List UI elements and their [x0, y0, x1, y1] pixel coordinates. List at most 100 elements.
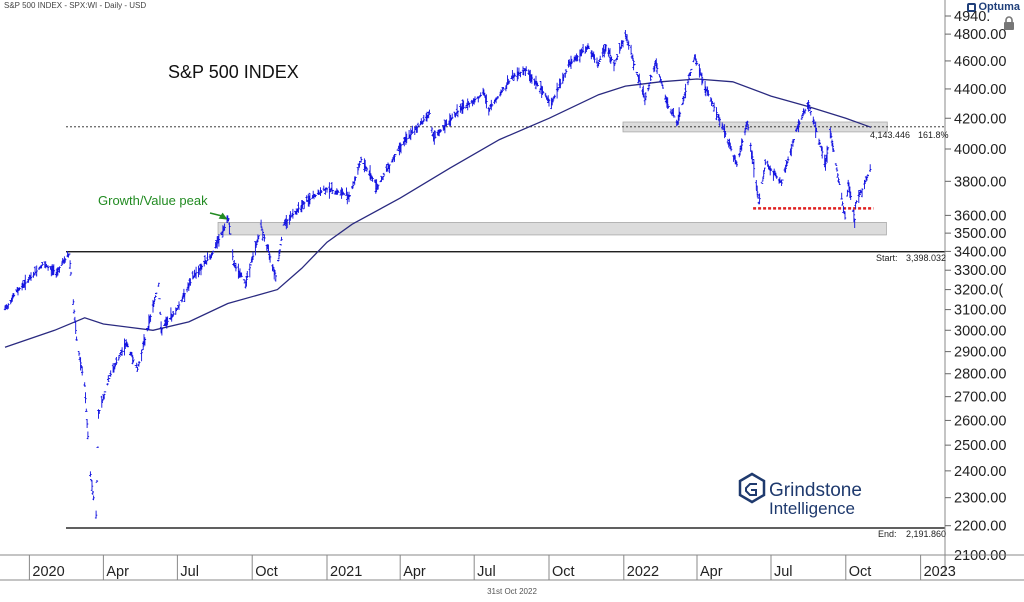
price-bar [216, 237, 219, 249]
price-bar [280, 236, 283, 241]
price-bar [416, 122, 420, 127]
price-bar [667, 106, 670, 109]
y-axis: 4940. 4800.00 4600.00 4400.00 4200.00 4000.00… [944, 0, 1006, 575]
price-bar [536, 82, 539, 87]
price-bar [405, 133, 408, 144]
price-bar [502, 86, 505, 90]
y-tick-label: 4200.00 [954, 111, 1006, 127]
price-bar [711, 101, 714, 105]
price-bar [172, 311, 175, 317]
price-bar [18, 287, 21, 291]
price-bar [830, 132, 833, 139]
x-axis: 2020 Apr Jul Oct 2021 Apr Jul Oct 2022 Apr Jul Oct 2… [0, 554, 1024, 581]
price-bar [559, 78, 562, 89]
price-bar [525, 66, 528, 72]
price-bar [803, 108, 807, 114]
price-bar [655, 63, 659, 74]
price-bar [780, 179, 783, 186]
price-bar [381, 176, 385, 181]
price-bar [89, 471, 92, 477]
price-bar [831, 142, 834, 151]
x-tick-label: Oct [255, 564, 278, 580]
price-bar [227, 218, 230, 222]
price-bar [364, 159, 367, 171]
price-bar [303, 201, 306, 210]
price-bar [790, 143, 793, 157]
price-bar [157, 282, 160, 287]
price-bar [707, 90, 710, 97]
y-tick-label: 2400.00 [954, 464, 1006, 480]
price-bar [485, 94, 488, 109]
price-bar [687, 74, 691, 80]
price-bar [650, 75, 653, 78]
price-bar [661, 84, 664, 89]
price-bar [52, 264, 55, 275]
price-bar [358, 162, 361, 167]
price-bar [118, 354, 121, 357]
price-bar [166, 316, 169, 326]
price-bar [249, 264, 252, 266]
price-bar [621, 40, 625, 48]
price-bar [119, 352, 122, 355]
growth-value-callout: Growth/Value peak [98, 193, 208, 208]
lock-icon[interactable] [1003, 16, 1015, 30]
price-bars-layer [3, 30, 872, 519]
price-bar [194, 266, 198, 279]
price-bar [781, 179, 784, 181]
price-bar [629, 44, 633, 55]
price-bar [131, 355, 134, 365]
price-bar [189, 278, 192, 286]
y-tick-label: 2100.00 [954, 548, 1006, 564]
price-bar [308, 192, 312, 205]
price-bar [409, 128, 412, 141]
y-tick-label: 2300.00 [954, 491, 1006, 507]
y-tick-label: 4940. [954, 9, 990, 25]
price-bar [113, 363, 116, 370]
price-bar [217, 234, 221, 247]
price-bar [678, 111, 682, 116]
price-bar [245, 275, 248, 287]
y-tick-label: 2500.00 [954, 438, 1006, 454]
price-bar [240, 272, 243, 278]
price-bar [439, 129, 442, 132]
price-bar [191, 270, 194, 280]
price-bar [385, 164, 388, 172]
y-tick-label: 3200.0( [954, 283, 1003, 299]
price-bar [835, 167, 839, 172]
price-bar [555, 82, 559, 99]
price-bar [818, 141, 821, 145]
price-bar [438, 129, 441, 137]
price-bar [677, 107, 681, 121]
price-bar [95, 480, 99, 483]
price-bar [320, 190, 323, 194]
price-bar [488, 108, 491, 112]
price-bar [633, 63, 636, 66]
price-bar [154, 295, 157, 298]
price-bar [79, 357, 82, 371]
optuma-logo-icon [967, 3, 977, 12]
price-bar [248, 263, 251, 278]
price-bar [624, 30, 627, 38]
price-bar [434, 130, 437, 139]
price-bar [695, 59, 698, 66]
price-bar [364, 166, 368, 170]
hexagon-logo-icon [738, 472, 766, 504]
price-bar [669, 108, 673, 114]
optuma-logo[interactable]: Optuma [967, 1, 1020, 13]
price-bar [250, 258, 253, 263]
price-bar [593, 54, 596, 63]
x-tick-label: Oct [849, 564, 872, 580]
fib-value-label: 4,143.446 [870, 130, 910, 140]
price-bar [610, 56, 613, 62]
price-bar [715, 107, 718, 121]
price-bar [756, 185, 759, 196]
price-bar [530, 74, 534, 84]
price-bar [360, 156, 363, 163]
price-bar [855, 200, 858, 203]
price-bar [445, 119, 448, 127]
price-bar [297, 202, 300, 213]
callout-arrow-head [218, 212, 228, 220]
price-bar [229, 233, 232, 235]
price-bar [96, 446, 99, 448]
